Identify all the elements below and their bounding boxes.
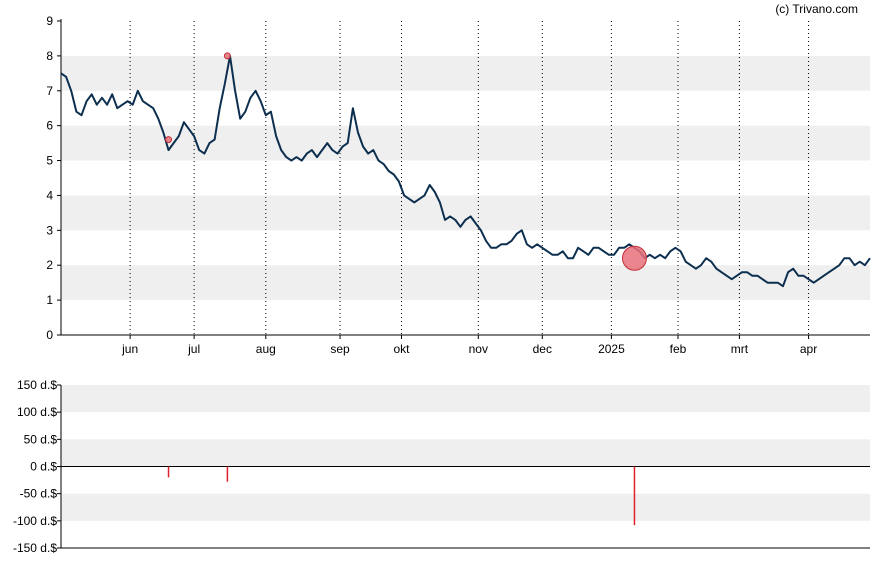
- event-marker: [621, 245, 647, 271]
- y-tick-label: 7: [46, 84, 53, 98]
- y-tick-label: -150 d.$: [13, 541, 57, 555]
- event-marker: [223, 52, 231, 60]
- y-tick-label: 150 d.$: [17, 378, 57, 392]
- x-tick-label: sep: [330, 342, 350, 356]
- grid-band: [61, 125, 870, 161]
- y-tick-label: 5: [46, 154, 53, 168]
- y-tick-label: 9: [46, 14, 53, 28]
- x-tick-label: jul: [187, 342, 200, 356]
- grid-band: [61, 493, 870, 521]
- x-tick-label: nov: [469, 342, 488, 356]
- price-panel: 0 1 2 3 4 5 6 7 8 9 jun jul aug sep okt nov dec 2025 feb mr…: [46, 14, 871, 356]
- y-tick-label: 100 d.$: [17, 405, 57, 419]
- grid-band: [61, 265, 870, 301]
- x-tick-label: aug: [256, 342, 276, 356]
- x-tick-label: feb: [670, 342, 687, 356]
- x-tick-label: mrt: [731, 342, 749, 356]
- y-tick-label: 0: [46, 328, 53, 342]
- volume-panel: 150 d.$ 100 d.$ 50 d.$ 0 d.$ -50 d.$ -100 d.$…: [13, 378, 870, 555]
- grid-band: [61, 385, 870, 413]
- y-tick-label: 0 d.$: [30, 460, 57, 474]
- y-tick-label: 50 d.$: [24, 432, 58, 446]
- price-line: [60, 54, 871, 288]
- y-tick-label: 1: [46, 293, 53, 307]
- grid-band: [61, 439, 870, 467]
- x-tick-label: jun: [121, 342, 138, 356]
- y-tick-label: 6: [46, 119, 53, 133]
- y-tick-label: 8: [46, 49, 53, 63]
- credit-label: (c) Trivano.com: [775, 2, 858, 16]
- x-tick-label: 2025: [598, 342, 625, 356]
- grid-band: [61, 195, 870, 231]
- event-marker: [165, 136, 173, 144]
- x-tick-label: dec: [533, 342, 552, 356]
- grid-band: [61, 55, 870, 91]
- y-tick-label: 3: [46, 223, 53, 237]
- x-tick-label: okt: [393, 342, 410, 356]
- x-tick-label: apr: [800, 342, 817, 356]
- y-tick-label: -50 d.$: [20, 487, 58, 501]
- y-tick-label: 2: [46, 258, 53, 272]
- y-tick-label: -100 d.$: [13, 514, 57, 528]
- y-tick-label: 4: [46, 188, 53, 202]
